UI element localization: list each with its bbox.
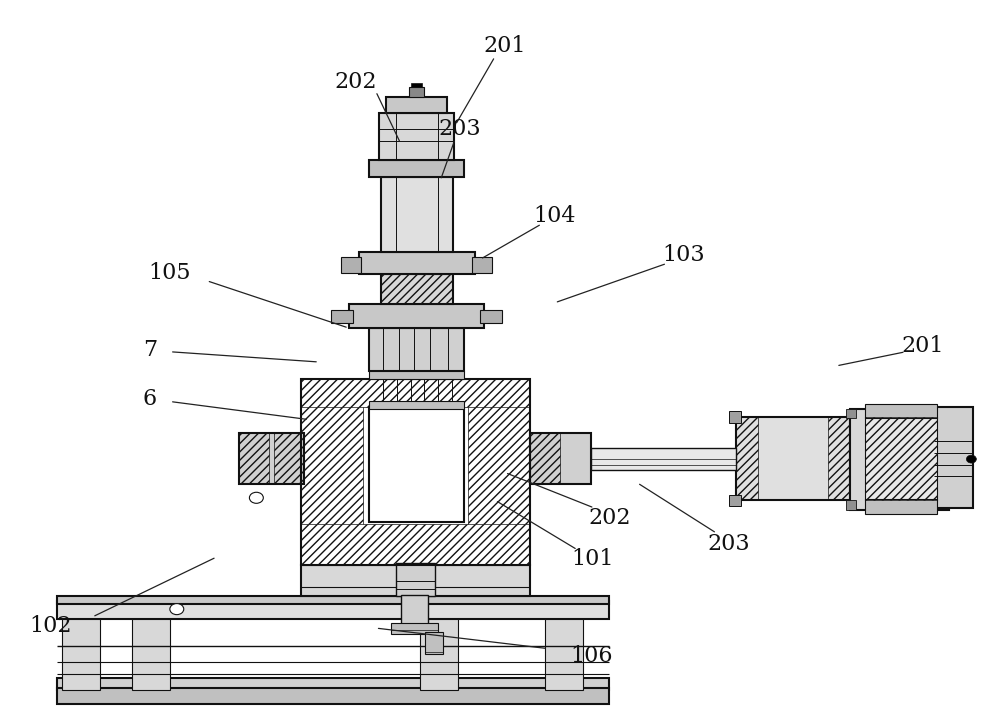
Bar — [369, 371, 464, 379]
Bar — [420, 618, 458, 690]
Bar — [57, 601, 609, 618]
Bar — [729, 494, 741, 507]
Bar — [530, 433, 560, 484]
Bar — [369, 160, 464, 177]
Bar — [530, 433, 591, 484]
Bar — [425, 632, 443, 654]
Bar — [369, 408, 464, 522]
Bar — [386, 97, 447, 112]
Bar — [274, 433, 304, 484]
Bar — [472, 257, 492, 273]
Bar — [396, 563, 435, 597]
Bar — [828, 417, 850, 500]
Text: 105: 105 — [149, 262, 191, 284]
Bar — [736, 417, 850, 500]
Circle shape — [170, 604, 184, 615]
Bar — [468, 379, 530, 565]
Bar — [57, 678, 609, 690]
Bar — [401, 595, 428, 625]
Bar — [62, 618, 100, 690]
Text: 6: 6 — [143, 388, 157, 410]
Bar — [57, 597, 609, 605]
Bar — [391, 623, 438, 634]
Bar — [301, 565, 530, 597]
Text: 106: 106 — [570, 646, 613, 668]
Text: 201: 201 — [484, 35, 526, 57]
Bar — [591, 448, 736, 470]
Bar — [409, 88, 424, 97]
Bar — [411, 83, 422, 88]
Bar — [934, 407, 973, 508]
Bar — [865, 500, 937, 513]
Bar — [132, 618, 170, 690]
Bar — [331, 310, 353, 322]
Bar — [379, 112, 454, 160]
Circle shape — [966, 455, 976, 463]
Circle shape — [249, 492, 263, 503]
Text: 103: 103 — [663, 245, 705, 266]
Bar — [850, 408, 949, 510]
Bar — [301, 379, 530, 407]
Bar — [239, 433, 269, 484]
Bar — [865, 417, 937, 500]
Bar — [381, 274, 453, 304]
Text: 203: 203 — [707, 533, 750, 555]
Text: 101: 101 — [571, 548, 614, 571]
Bar — [369, 328, 464, 371]
Bar — [239, 433, 304, 484]
Text: 102: 102 — [29, 615, 72, 638]
Text: 202: 202 — [335, 71, 377, 93]
Bar — [57, 688, 609, 704]
Bar — [369, 402, 464, 409]
Text: 7: 7 — [143, 339, 157, 361]
Bar — [301, 379, 530, 565]
Text: 203: 203 — [439, 118, 482, 140]
Bar — [729, 411, 741, 423]
Bar — [846, 408, 856, 418]
Text: 104: 104 — [533, 205, 576, 227]
Bar — [480, 310, 502, 322]
Bar — [545, 618, 583, 690]
Bar — [381, 177, 453, 252]
Bar — [865, 404, 937, 418]
Bar — [381, 274, 453, 304]
Bar — [301, 524, 530, 565]
Bar — [349, 304, 484, 328]
Bar — [736, 417, 758, 500]
Bar — [865, 417, 937, 500]
Bar — [846, 500, 856, 510]
Bar — [359, 252, 475, 274]
Bar — [341, 257, 361, 273]
Bar — [301, 379, 363, 565]
Text: 202: 202 — [588, 507, 631, 529]
Text: 201: 201 — [901, 335, 944, 357]
